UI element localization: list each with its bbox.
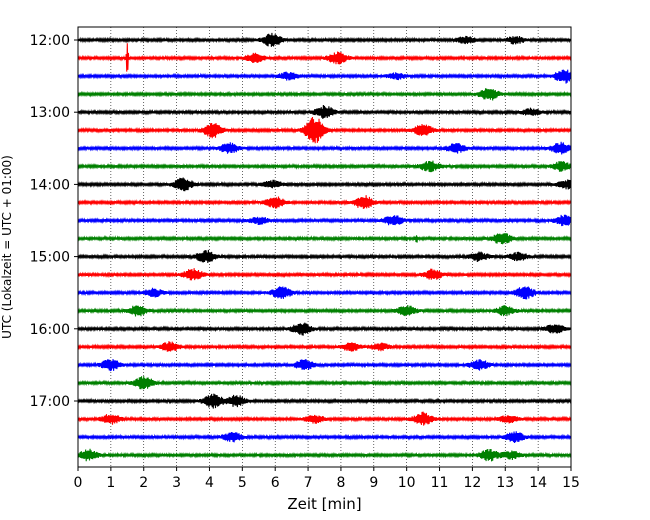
trace-1330 (77, 141, 572, 155)
trace-1315 (77, 116, 572, 144)
x-tick-label-15: 15 (562, 475, 580, 491)
trace-1645 (77, 376, 572, 390)
x-axis-label: Zeit [min] (287, 495, 361, 513)
trace-1445 (77, 233, 572, 245)
trace-1400 (77, 177, 572, 192)
x-tick-label-3: 3 (172, 475, 181, 491)
trace-1730 (77, 431, 572, 444)
trace-1345 (77, 160, 572, 173)
trace-1430 (77, 214, 572, 227)
trace-1630 (77, 358, 572, 372)
trace-1545 (77, 305, 572, 317)
y-tick-label-5: 17:00 (30, 394, 70, 410)
x-tick-label-10: 10 (398, 475, 416, 491)
y-tick-label-4: 16:00 (30, 322, 70, 338)
x-tick-label-11: 11 (431, 475, 449, 491)
trace-1230 (77, 69, 572, 84)
x-tick-label-4: 4 (205, 475, 214, 491)
x-tick-label-14: 14 (529, 475, 547, 491)
y-tick-label-3: 15:00 (30, 250, 70, 266)
trace-1615 (77, 341, 572, 352)
y-axis-ticks: 12:00 13:00 14:00 15:00 16:00 17:00 (30, 33, 78, 410)
plot-frame (77, 26, 572, 468)
y-tick-label-0: 12:00 (30, 33, 70, 49)
trace-1215 (77, 43, 572, 72)
x-tick-label-8: 8 (336, 475, 345, 491)
trace-1715 (77, 411, 572, 426)
x-tick-label-5: 5 (238, 475, 247, 491)
x-axis-ticks: 0 1 2 3 4 5 6 7 8 9 10 11 12 13 14 15 (74, 467, 580, 491)
trace-1745 (77, 448, 572, 462)
trace-1700 (77, 393, 572, 409)
x-tick-label-12: 12 (463, 475, 481, 491)
trace-1200 (77, 32, 572, 47)
grid-lines (110, 27, 539, 467)
trace-1530 (77, 286, 572, 300)
x-tick-label-1: 1 (106, 475, 115, 491)
trace-1300 (77, 104, 572, 119)
x-tick-label-13: 13 (496, 475, 514, 491)
x-tick-label-2: 2 (139, 475, 148, 491)
trace-1245 (77, 88, 572, 101)
trace-1415 (77, 195, 572, 209)
trace-1515 (77, 268, 572, 281)
trace-1500 (77, 249, 572, 264)
y-axis-label: UTC (Lokalzeit = UTC + 01:00) (0, 155, 14, 339)
x-tick-label-7: 7 (304, 475, 313, 491)
trace-1600 (77, 322, 572, 336)
y-tick-label-1: 13:00 (30, 105, 70, 121)
x-tick-label-0: 0 (74, 475, 83, 491)
y-tick-label-2: 14:00 (30, 177, 70, 193)
x-tick-label-9: 9 (369, 475, 378, 491)
x-tick-label-6: 6 (271, 475, 280, 491)
trace-layer (77, 32, 572, 462)
